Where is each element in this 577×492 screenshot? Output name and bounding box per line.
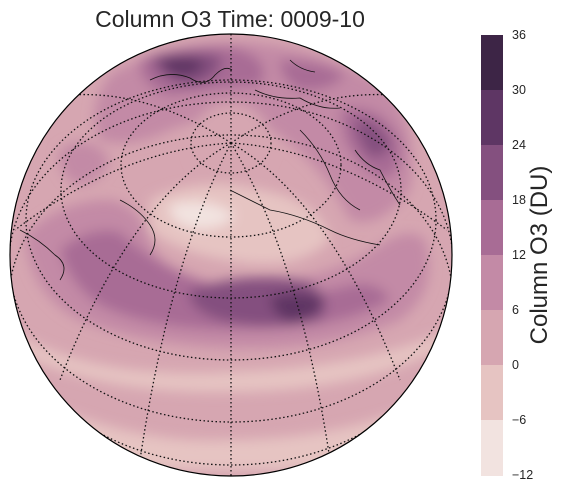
- colorbar-tick-label: 6: [512, 303, 519, 317]
- colorbar-tick-label: −6: [512, 413, 527, 427]
- colorbar-segment: [481, 310, 503, 366]
- colorbar-segment: [481, 365, 503, 421]
- colorbar-tick-label: 12: [512, 248, 526, 262]
- colorbar-segment: [481, 420, 503, 476]
- colorbar-segment: [481, 200, 503, 256]
- map-title: Column O3 Time: 0009-10: [95, 6, 365, 32]
- ozone-globe-map: [9, 33, 453, 477]
- ozone-field: [10, 34, 452, 476]
- colorbar-tick-label: 24: [512, 138, 526, 152]
- colorbar: [481, 35, 503, 476]
- colorbar-tick-label: 18: [512, 193, 526, 207]
- colorbar-segment: [481, 145, 503, 201]
- colorbar-tick-label: 30: [512, 83, 526, 97]
- colorbar-label-text: Column O3 (DU): [526, 165, 553, 345]
- colorbar-segment: [481, 35, 503, 91]
- colorbar-tick-label: 36: [512, 28, 526, 42]
- colorbar-tick-label: −12: [512, 468, 534, 482]
- colorbar-tick-label: 0: [512, 358, 519, 372]
- colorbar-segment: [481, 90, 503, 146]
- colorbar-segment: [481, 255, 503, 311]
